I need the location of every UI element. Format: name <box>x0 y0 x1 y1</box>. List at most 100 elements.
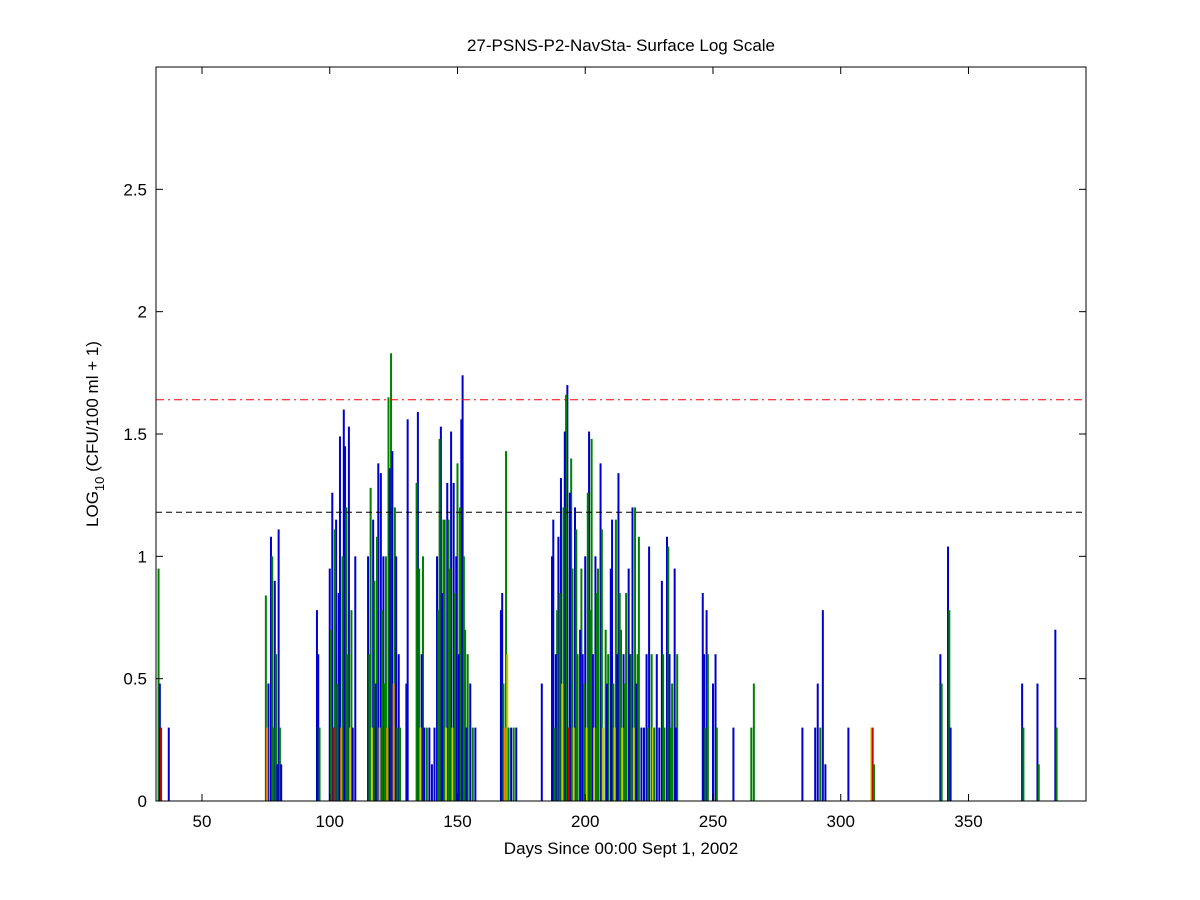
bar <box>628 654 631 801</box>
bar <box>597 568 600 801</box>
bar <box>501 593 504 801</box>
bar <box>158 683 161 801</box>
bar <box>441 593 444 801</box>
bar <box>423 727 426 801</box>
bar <box>616 654 619 801</box>
bar <box>430 764 433 801</box>
bar <box>940 683 943 801</box>
y-tick-label: 0 <box>138 792 147 811</box>
y-tick-label: 2 <box>138 303 147 322</box>
bar <box>336 683 339 801</box>
bar <box>653 727 656 801</box>
bar <box>663 727 666 801</box>
bar <box>456 463 459 801</box>
bar <box>566 385 569 801</box>
bar <box>1037 764 1040 801</box>
bar <box>388 468 391 801</box>
bar <box>667 546 670 801</box>
bar <box>631 507 634 801</box>
bar <box>947 546 950 801</box>
bar <box>406 419 409 801</box>
bar <box>640 727 643 801</box>
y-axis-label-prefix: LOG <box>83 491 102 527</box>
bar <box>266 727 269 801</box>
bar <box>676 654 679 801</box>
bar <box>442 519 445 801</box>
bar <box>609 568 612 801</box>
bar <box>416 411 419 801</box>
bar <box>425 727 428 801</box>
bar <box>819 727 822 801</box>
bar <box>554 654 557 801</box>
bar <box>157 568 160 801</box>
y-axis-ticks: 0 0.5 1 1.5 2 2.5 <box>123 180 1086 811</box>
bar <box>589 610 592 801</box>
bar <box>593 727 596 801</box>
bar <box>634 507 637 801</box>
bar <box>340 727 343 801</box>
bar <box>586 492 589 801</box>
bar <box>551 556 554 801</box>
bar <box>317 654 320 801</box>
bar <box>273 580 276 801</box>
bar <box>553 727 556 801</box>
bar <box>446 482 449 801</box>
bar <box>349 727 352 801</box>
bar <box>625 593 628 801</box>
y-tick-label: 1.5 <box>123 425 147 444</box>
bar <box>448 568 451 801</box>
bar <box>474 727 477 801</box>
bar <box>1036 683 1039 801</box>
bar <box>847 727 850 801</box>
x-tick-label: 150 <box>443 812 471 831</box>
bar <box>390 353 393 801</box>
bar <box>370 727 373 801</box>
bar <box>421 556 424 801</box>
bar <box>459 507 462 801</box>
bar <box>369 487 372 801</box>
bar <box>280 764 283 801</box>
bar <box>437 610 440 801</box>
bar <box>732 727 735 801</box>
bar <box>655 654 658 801</box>
bar <box>346 654 349 801</box>
bar <box>602 727 605 801</box>
bar <box>558 593 561 801</box>
bar-series <box>157 353 1058 801</box>
bar <box>405 683 408 801</box>
bar <box>392 683 395 801</box>
bar <box>374 683 377 801</box>
bar <box>590 438 593 801</box>
bar <box>397 654 400 801</box>
y-axis-label-subscript: 10 <box>92 477 107 491</box>
bar <box>557 536 560 801</box>
bar <box>396 727 399 801</box>
bar <box>540 683 543 801</box>
bar <box>271 556 274 801</box>
bar <box>515 727 518 801</box>
bar <box>351 727 354 801</box>
bar <box>436 556 439 801</box>
bar <box>269 536 272 801</box>
bar <box>561 683 564 801</box>
bar <box>443 519 446 801</box>
x-tick-label: 200 <box>571 812 599 831</box>
bar <box>384 556 387 801</box>
bar <box>660 580 663 801</box>
bar <box>594 556 597 801</box>
bar <box>674 727 677 801</box>
bar <box>814 727 817 801</box>
bar <box>571 568 574 801</box>
bar <box>621 727 624 801</box>
bar <box>338 436 341 801</box>
bar <box>630 654 633 801</box>
bar <box>752 683 755 801</box>
bar <box>637 536 640 801</box>
bar <box>623 683 626 801</box>
bar <box>1055 727 1058 801</box>
bar <box>704 727 707 801</box>
x-tick-label: 50 <box>193 812 212 831</box>
bar <box>632 727 635 801</box>
bar <box>711 683 714 801</box>
